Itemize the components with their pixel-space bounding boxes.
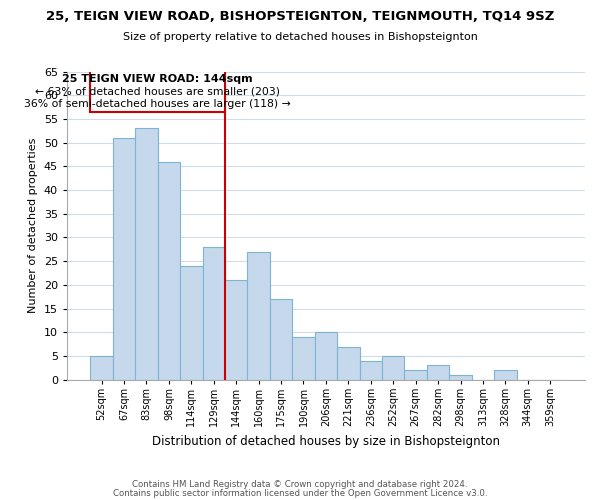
Y-axis label: Number of detached properties: Number of detached properties xyxy=(28,138,38,314)
Text: Contains HM Land Registry data © Crown copyright and database right 2024.: Contains HM Land Registry data © Crown c… xyxy=(132,480,468,489)
Text: ← 63% of detached houses are smaller (203): ← 63% of detached houses are smaller (20… xyxy=(35,86,280,97)
X-axis label: Distribution of detached houses by size in Bishopsteignton: Distribution of detached houses by size … xyxy=(152,434,500,448)
Bar xyxy=(158,162,180,380)
Text: Size of property relative to detached houses in Bishopsteignton: Size of property relative to detached ho… xyxy=(122,32,478,42)
Bar xyxy=(225,280,247,380)
Bar xyxy=(382,356,404,380)
Bar xyxy=(247,252,270,380)
Text: 36% of semi-detached houses are larger (118) →: 36% of semi-detached houses are larger (… xyxy=(25,99,291,109)
Bar xyxy=(315,332,337,380)
Bar xyxy=(203,247,225,380)
Bar xyxy=(292,337,315,380)
FancyBboxPatch shape xyxy=(91,70,225,112)
Bar xyxy=(135,128,158,380)
Bar xyxy=(337,346,359,380)
Bar xyxy=(91,356,113,380)
Bar xyxy=(494,370,517,380)
Bar xyxy=(270,299,292,380)
Text: 25 TEIGN VIEW ROAD: 144sqm: 25 TEIGN VIEW ROAD: 144sqm xyxy=(62,74,253,84)
Bar xyxy=(427,366,449,380)
Text: 25, TEIGN VIEW ROAD, BISHOPSTEIGNTON, TEIGNMOUTH, TQ14 9SZ: 25, TEIGN VIEW ROAD, BISHOPSTEIGNTON, TE… xyxy=(46,10,554,23)
Bar xyxy=(359,361,382,380)
Text: Contains public sector information licensed under the Open Government Licence v3: Contains public sector information licen… xyxy=(113,490,487,498)
Bar xyxy=(180,266,203,380)
Bar xyxy=(449,375,472,380)
Bar xyxy=(404,370,427,380)
Bar xyxy=(113,138,135,380)
